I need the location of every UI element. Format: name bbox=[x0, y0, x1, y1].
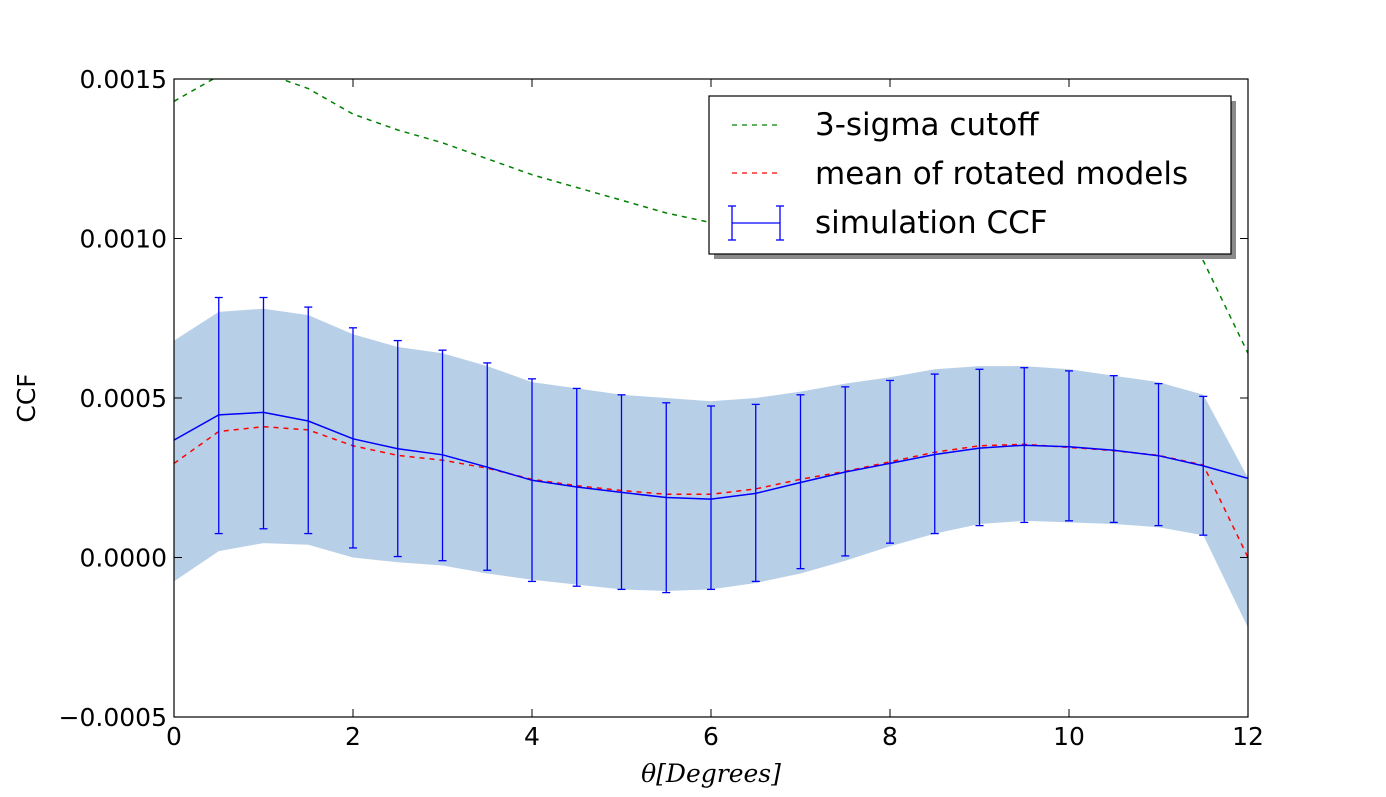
legend-label-cutoff: 3-sigma cutoff bbox=[815, 107, 1039, 143]
error-bar bbox=[841, 386, 850, 557]
error-bar bbox=[438, 349, 447, 562]
y-tick-label: 0.0005 bbox=[80, 384, 167, 413]
error-bar bbox=[483, 362, 492, 571]
error-bar bbox=[572, 387, 581, 587]
error-bar bbox=[528, 378, 536, 583]
error-bar bbox=[1065, 370, 1073, 522]
error-bar bbox=[751, 403, 760, 583]
error-bar bbox=[707, 405, 715, 591]
error-bar bbox=[1154, 382, 1163, 527]
x-tick-label: 8 bbox=[882, 722, 898, 751]
errorbar-layer bbox=[214, 296, 1208, 594]
x-tick-label: 0 bbox=[166, 722, 182, 751]
y-tick-label: 0.0015 bbox=[80, 65, 167, 94]
x-axis-title: θ[Degrees] bbox=[641, 759, 781, 788]
error-bar bbox=[930, 373, 939, 535]
legend-label-simulation: simulation CCF bbox=[815, 205, 1048, 241]
y-tick-label: 0.0000 bbox=[80, 544, 167, 573]
legend-box bbox=[708, 95, 1232, 255]
error-bar bbox=[796, 394, 805, 570]
error-bar bbox=[1109, 375, 1118, 524]
y-axis-title: CCF bbox=[12, 373, 41, 422]
x-tick-label: 2 bbox=[345, 722, 361, 751]
error-bar bbox=[1199, 395, 1208, 536]
error-bar bbox=[393, 339, 402, 558]
x-tick-label: 10 bbox=[1053, 722, 1085, 751]
y-tick-label: 0.0010 bbox=[80, 225, 167, 254]
error-bar bbox=[617, 394, 626, 591]
error-bar bbox=[1020, 367, 1029, 524]
error-bar bbox=[662, 402, 671, 594]
error-bar bbox=[304, 306, 313, 535]
y-tick-label: −0.0005 bbox=[59, 703, 167, 732]
x-tick-label: 4 bbox=[524, 722, 540, 751]
error-bar bbox=[975, 368, 984, 527]
legend-label-mean: mean of rotated models bbox=[815, 156, 1188, 192]
x-tick-label: 12 bbox=[1232, 722, 1264, 751]
x-tick-label: 6 bbox=[703, 722, 719, 751]
legend: 3-sigma cutoff mean of rotated models si… bbox=[708, 95, 1236, 259]
legend-swatch-simulation bbox=[728, 205, 784, 241]
error-bar bbox=[349, 327, 357, 549]
error-bar bbox=[886, 379, 894, 544]
error-bar bbox=[259, 296, 268, 530]
tick-layer: 0 2 4 6 8 10 12 −0.0005 0.0000 0.0005 0.0010 0.0015 bbox=[59, 65, 1264, 751]
error-bar bbox=[214, 296, 223, 535]
